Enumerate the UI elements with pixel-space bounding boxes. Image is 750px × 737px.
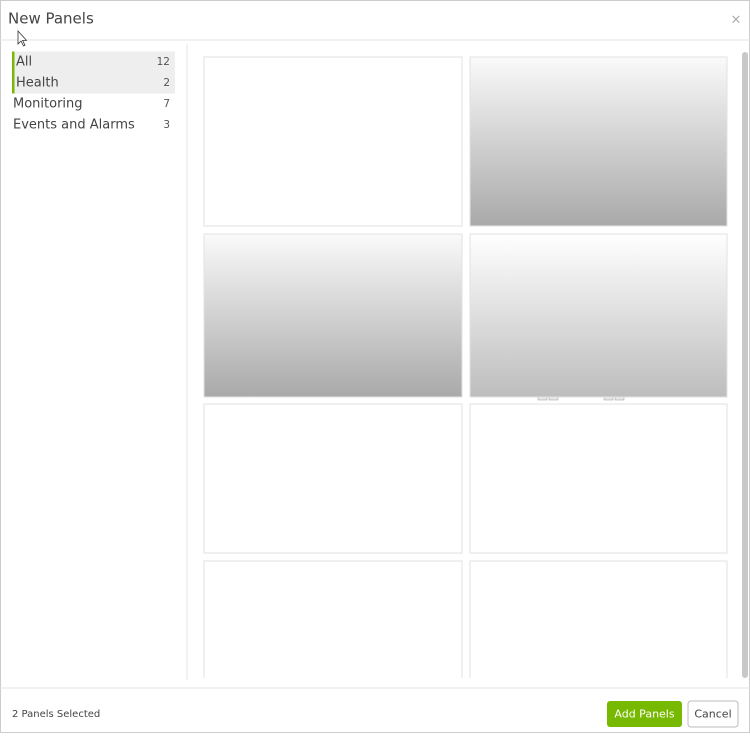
cancel-button[interactable] — [687, 700, 739, 728]
selected-mark — [12, 51, 15, 73]
dialog-title: New Panels — [8, 10, 94, 28]
sidebar-item[interactable]: Monitoring 7 — [13, 97, 170, 112]
add-button[interactable] — [607, 701, 682, 727]
close-button[interactable]: × — [731, 13, 742, 28]
footer-status: 2 Panels Selected — [12, 709, 100, 720]
panel[interactable] — [203, 56, 463, 227]
panel[interactable] — [469, 560, 728, 691]
item-label: Health — [16, 76, 59, 91]
sidebar-item[interactable]: Health 2 — [12, 72, 175, 94]
panel[interactable] — [469, 233, 728, 398]
selected-bg — [12, 72, 175, 94]
panel[interactable] — [203, 560, 463, 691]
sidebar-item[interactable]: All 12 — [12, 51, 175, 73]
item-count: 2 — [163, 77, 170, 89]
panel-grid: InventorySeverityVersionHCAsSwitchesCabl… — [203, 56, 728, 691]
scrollbar[interactable] — [742, 52, 748, 678]
item-count: 12 — [157, 56, 170, 68]
selected-bg — [12, 51, 175, 73]
cursor — [17, 29, 28, 47]
cancel-button-label: Cancel — [694, 708, 731, 721]
panel[interactable] — [469, 403, 728, 554]
item-label: All — [16, 55, 32, 70]
panel[interactable] — [469, 56, 728, 227]
sidebar-item[interactable]: Events and Alarms 3 — [13, 118, 170, 133]
item-label: Events and Alarms — [13, 118, 135, 133]
panel[interactable] — [203, 403, 463, 554]
item-label: Monitoring — [13, 97, 83, 112]
panel[interactable] — [203, 233, 463, 398]
add-button-label: Add Panels — [614, 708, 674, 721]
item-count: 7 — [163, 98, 170, 110]
selected-mark — [12, 72, 15, 94]
item-count: 3 — [163, 119, 170, 131]
